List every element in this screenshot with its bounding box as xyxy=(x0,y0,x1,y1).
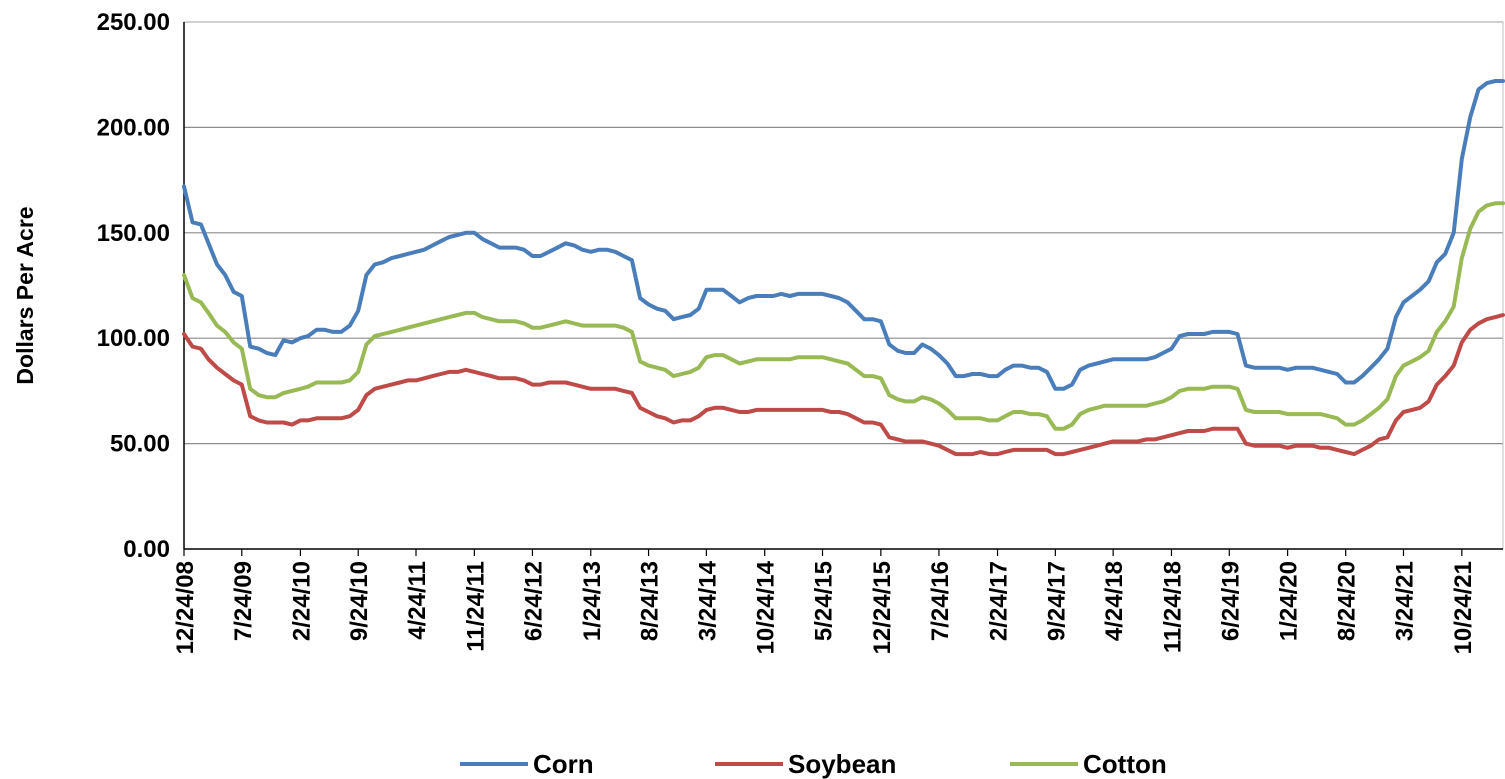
x-tick-label: 12/24/08 xyxy=(172,561,199,654)
x-tick-label: 6/24/19 xyxy=(1217,561,1244,641)
x-tick-label: 5/24/15 xyxy=(811,561,838,641)
x-tick-label: 10/24/21 xyxy=(1450,561,1477,654)
y-tick-label: 50.00 xyxy=(110,431,170,458)
legend-label-corn: Corn xyxy=(533,749,594,779)
series-lines xyxy=(182,79,1505,457)
y-axis-tick-labels: 0.00 50.00 100.00 150.00 200.00 250.00 xyxy=(97,9,170,563)
series-line-corn xyxy=(182,79,1505,391)
y-tick-label: 150.00 xyxy=(97,220,170,247)
x-tick-label: 11/24/11 xyxy=(462,561,489,652)
x-tick-label: 8/24/13 xyxy=(637,561,664,641)
x-tick-label: 10/24/14 xyxy=(753,560,780,654)
x-tick-label: 6/24/12 xyxy=(520,561,547,641)
y-tick-label: 100.00 xyxy=(97,325,170,352)
gridlines xyxy=(184,21,1503,445)
plot-area-border xyxy=(183,21,1504,550)
x-tick-label: 12/24/15 xyxy=(869,561,896,654)
x-axis-tick-labels: 12/24/08 7/24/09 2/24/10 9/24/10 4/24/11 11/2… xyxy=(172,560,1477,654)
x-tick-label: 1/24/13 xyxy=(579,561,606,641)
x-tick-label: 4/24/11 xyxy=(404,561,431,640)
series-line-soybean xyxy=(182,313,1505,457)
x-tick-label: 2/24/17 xyxy=(986,561,1013,641)
x-tick-label: 1/24/20 xyxy=(1276,561,1303,641)
legend-label-cotton: Cotton xyxy=(1083,749,1167,779)
legend: Corn Soybean Cotton xyxy=(460,749,1167,779)
x-tick-label: 7/24/16 xyxy=(927,561,954,641)
x-tick-label: 7/24/09 xyxy=(230,561,257,641)
x-axis xyxy=(183,22,1503,556)
x-tick-label: 2/24/10 xyxy=(288,561,315,641)
x-tick-label: 3/24/14 xyxy=(694,560,721,641)
x-tick-label: 9/24/10 xyxy=(346,561,373,641)
x-tick-label: 8/24/20 xyxy=(1334,561,1361,641)
y-tick-label: 0.00 xyxy=(123,536,170,563)
x-tick-label: 4/24/18 xyxy=(1101,561,1128,641)
series-line-cotton xyxy=(182,201,1505,431)
y-tick-label: 200.00 xyxy=(97,114,170,141)
x-tick-label: 11/24/18 xyxy=(1159,561,1186,653)
y-tick-label: 250.00 xyxy=(97,9,170,36)
legend-label-soybean: Soybean xyxy=(788,749,896,779)
x-tick-label: 3/24/21 xyxy=(1391,561,1418,641)
y-axis-title: Dollars Per Acre xyxy=(12,206,38,384)
x-tick-label: 9/24/17 xyxy=(1043,561,1070,641)
